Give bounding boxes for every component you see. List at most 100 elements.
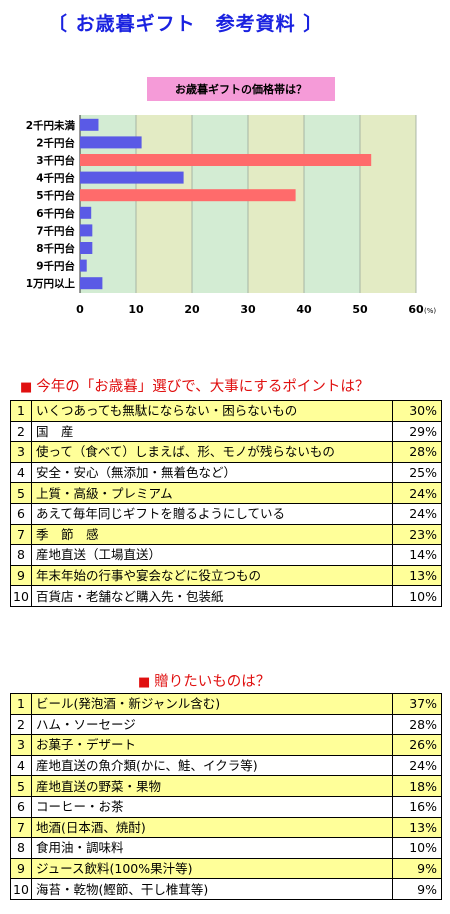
x-tick-label: 40 — [296, 303, 312, 316]
rank-number: 1 — [10, 400, 32, 422]
rank-number: 4 — [10, 461, 32, 484]
page-title: 〔 お歳暮ギフト 参考資料 〕 — [48, 13, 324, 35]
plot-band — [192, 115, 248, 293]
rank-number: 4 — [10, 754, 32, 777]
item-label: 国 産 — [31, 420, 393, 443]
plot-band — [136, 115, 192, 293]
table-row: 4 安全・安心（無添加・無着色など） 25% — [10, 461, 442, 484]
x-unit-label: (%) — [424, 307, 436, 315]
x-tick-label: 60 — [408, 303, 424, 316]
table-row: 8 産地直送（工場直送） 14% — [10, 544, 442, 566]
item-label: あえて毎年同じギフトを贈るようにしている — [31, 502, 393, 525]
plot-band — [304, 115, 360, 293]
category-label: 7千円台 — [36, 224, 75, 237]
table-row: 5 産地直送の野菜・果物 18% — [10, 775, 442, 797]
rank-number: 3 — [10, 734, 32, 756]
category-label: 4千円台 — [36, 172, 75, 185]
category-label: 2千円未満 — [26, 119, 76, 132]
category-label: 9千円台 — [36, 260, 75, 273]
item-label: 使って（食べて）しまえば、形、モノが残らないもの — [31, 441, 393, 463]
bar — [80, 118, 99, 131]
item-percent: 10% — [392, 585, 442, 607]
x-tick-label: 10 — [128, 303, 144, 316]
rank-number: 8 — [10, 544, 32, 566]
rank-number: 10 — [10, 585, 32, 607]
table-row: 6 コーヒー・お茶 16% — [10, 795, 442, 818]
table-row: 5 上質・高級・プレミアム 24% — [10, 482, 442, 504]
bar — [80, 189, 296, 202]
table-row: 3 お菓子・デザート 26% — [10, 734, 442, 756]
item-label: ハム・ソーセージ — [31, 713, 393, 736]
table-row: 1 ビール(発泡酒・新ジャンル含む) 37% — [10, 693, 442, 715]
plot-band — [248, 115, 304, 293]
category-label: 2千円台 — [36, 136, 75, 149]
bar — [80, 136, 142, 149]
item-percent: 23% — [392, 523, 442, 546]
bar — [80, 206, 92, 219]
chart-title: お歳暮ギフトの価格帯は？ — [147, 77, 335, 101]
rank-number: 2 — [10, 420, 32, 443]
item-label: 百貨店・老舗など購入先・包装紙 — [31, 585, 393, 607]
section2-heading: ■ 贈りたいものは？ — [138, 670, 270, 691]
plot-band — [360, 115, 416, 293]
item-percent: 24% — [392, 482, 442, 504]
table-row: 3 使って（食べて）しまえば、形、モノが残らないもの 28% — [10, 441, 442, 463]
category-label: 8千円台 — [36, 242, 75, 255]
item-label: お菓子・デザート — [31, 734, 393, 756]
rank-number: 9 — [10, 857, 32, 880]
category-label: 3千円台 — [36, 154, 75, 167]
bar — [80, 171, 184, 184]
item-percent: 9% — [392, 878, 442, 900]
item-label: ジュース飲料(100%果汁等) — [31, 857, 393, 880]
rank-number: 3 — [10, 441, 32, 463]
item-label: 産地直送の魚介類(かに、鮭、イクラ等) — [31, 754, 393, 777]
rank-number: 7 — [10, 816, 32, 839]
rank-number: 6 — [10, 502, 32, 525]
item-percent: 26% — [392, 734, 442, 756]
item-label: 地酒(日本酒、焼酎) — [31, 816, 393, 839]
x-tick-label: 50 — [352, 303, 368, 316]
item-label: 上質・高級・プレミアム — [31, 482, 393, 504]
item-percent: 14% — [392, 544, 442, 566]
rank-number: 5 — [10, 482, 32, 504]
item-label: 食用油・調味料 — [31, 837, 393, 859]
table-row: 9 年末年始の行事や宴会などに役立つもの 13% — [10, 564, 442, 587]
section1-heading-text: 今年の「お歳暮」選びで、大事にするポイントは？ — [36, 379, 370, 395]
rank-number: 8 — [10, 837, 32, 859]
item-percent: 10% — [392, 837, 442, 859]
item-percent: 13% — [392, 564, 442, 587]
bar — [80, 224, 93, 237]
bar — [80, 154, 372, 166]
item-label: 年末年始の行事や宴会などに役立つもの — [31, 564, 393, 587]
category-label: 5千円台 — [36, 189, 75, 202]
table-row: 2 ハム・ソーセージ 28% — [10, 713, 442, 736]
item-label: 安全・安心（無添加・無着色など） — [31, 461, 393, 484]
item-percent: 25% — [392, 461, 442, 484]
item-percent: 18% — [392, 775, 442, 797]
item-percent: 29% — [392, 420, 442, 443]
item-percent: 24% — [392, 754, 442, 777]
item-percent: 24% — [392, 502, 442, 525]
table-row: 1 いくつあっても無駄にならない・困らないもの 30% — [10, 400, 442, 422]
gift-ranking-table: 1 ビール(発泡酒・新ジャンル含む) 37% 2 ハム・ソーセージ 28% 3 お菓子・デザー… — [10, 693, 442, 900]
rank-number: 5 — [10, 775, 32, 797]
item-label: 海苔・乾物(鰹節、干し椎茸等) — [31, 878, 393, 900]
x-tick-label: 0 — [76, 303, 84, 316]
square-bullet-icon: ■ — [138, 675, 151, 690]
rank-number: 2 — [10, 713, 32, 736]
rank-number: 9 — [10, 564, 32, 587]
bar — [80, 277, 103, 290]
rank-number: 6 — [10, 795, 32, 818]
category-label: 1万円以上 — [26, 277, 76, 290]
item-label: 産地直送の野菜・果物 — [31, 775, 393, 797]
bar — [80, 259, 87, 272]
square-bullet-icon: ■ — [20, 380, 33, 395]
rank-number: 7 — [10, 523, 32, 546]
section2-heading-text: 贈りたいものは？ — [154, 674, 271, 690]
rank-number: 1 — [10, 693, 32, 715]
item-label: 産地直送（工場直送） — [31, 544, 393, 566]
item-percent: 16% — [392, 795, 442, 818]
item-label: コーヒー・お茶 — [31, 795, 393, 818]
table-row: 10 海苔・乾物(鰹節、干し椎茸等) 9% — [10, 878, 442, 900]
